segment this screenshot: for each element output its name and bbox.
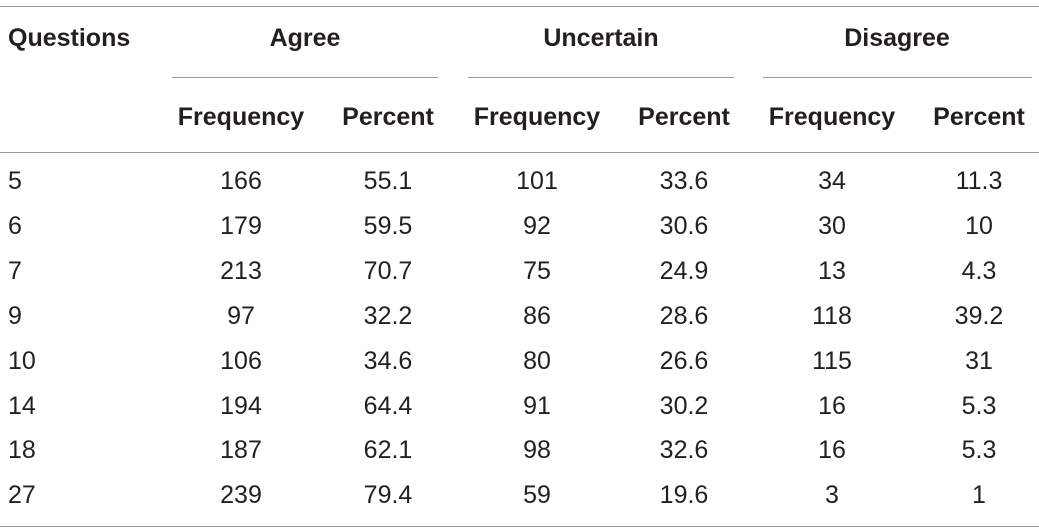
- table-cell: 92: [523, 212, 551, 240]
- question-number: 14: [8, 392, 36, 420]
- group-header-disagree: Disagree: [844, 24, 950, 52]
- subheader-agree-frequency: Frequency: [177, 103, 305, 131]
- question-number: 27: [8, 481, 36, 509]
- table-cell: 26.6: [659, 347, 709, 375]
- table-cell: 28.6: [659, 302, 709, 330]
- table-cell: 97: [227, 302, 255, 330]
- group-rule-disagree: [763, 77, 1032, 78]
- table-cell: 64.4: [363, 392, 413, 420]
- question-number: 18: [8, 436, 36, 464]
- table-cell: 32.6: [659, 436, 709, 464]
- question-number: 6: [8, 212, 22, 240]
- subheader-uncertain-percent: Percent: [638, 103, 730, 131]
- subheader-agree-percent: Percent: [342, 103, 434, 131]
- table-cell: 4.3: [961, 257, 997, 285]
- subheader-disagree-percent: Percent: [933, 103, 1025, 131]
- table-cell: 179: [220, 212, 262, 240]
- table-cell: 59.5: [363, 212, 413, 240]
- table-cell: 39.2: [954, 302, 1004, 330]
- table-cell: 187: [220, 436, 262, 464]
- table-cell: 34.6: [363, 347, 413, 375]
- table-cell: 16: [818, 392, 846, 420]
- table-cell: 24.9: [659, 257, 709, 285]
- table-cell: 33.6: [659, 167, 709, 195]
- table-cell: 79.4: [363, 481, 413, 509]
- table-cell: 30.2: [659, 392, 709, 420]
- table-cell: 59: [523, 481, 551, 509]
- table-bottom-rule: [0, 526, 1039, 527]
- question-number: 10: [8, 347, 36, 375]
- group-rule-agree: [172, 77, 438, 78]
- table-cell: 31: [965, 347, 993, 375]
- table-cell: 86: [523, 302, 551, 330]
- table-cell: 80: [523, 347, 551, 375]
- table-cell: 30.6: [659, 212, 709, 240]
- table-cell: 75: [523, 257, 551, 285]
- table-cell: 101: [516, 167, 558, 195]
- table-cell: 106: [220, 347, 262, 375]
- table-cell: 213: [220, 257, 262, 285]
- table-cell: 5.3: [961, 436, 997, 464]
- table-cell: 98: [523, 436, 551, 464]
- table-cell: 5.3: [961, 392, 997, 420]
- table-top-rule: [0, 6, 1039, 7]
- questions-header: Questions: [8, 24, 131, 52]
- table-cell: 13: [818, 257, 846, 285]
- table-cell: 16: [818, 436, 846, 464]
- table-cell: 34: [818, 167, 846, 195]
- table-cell: 3: [825, 481, 839, 509]
- table-cell: 1: [972, 481, 986, 509]
- question-number: 7: [8, 257, 22, 285]
- subheader-uncertain-frequency: Frequency: [473, 103, 601, 131]
- table-cell: 118: [812, 302, 852, 330]
- subheader-disagree-frequency: Frequency: [768, 103, 896, 131]
- table-cell: 239: [220, 481, 262, 509]
- group-rule-uncertain: [468, 77, 734, 78]
- table-cell: 166: [220, 167, 262, 195]
- question-number: 5: [8, 167, 22, 195]
- table-cell: 30: [818, 212, 846, 240]
- table-cell: 10: [965, 212, 993, 240]
- table-cell: 91: [523, 392, 551, 420]
- table-cell: 55.1: [363, 167, 413, 195]
- table-cell: 62.1: [363, 436, 413, 464]
- table-cell: 19.6: [659, 481, 709, 509]
- table-cell: 115: [812, 347, 852, 375]
- table-cell: 194: [220, 392, 262, 420]
- table-cell: 11.3: [955, 167, 1003, 195]
- group-header-agree: Agree: [269, 24, 341, 52]
- group-header-uncertain: Uncertain: [543, 24, 659, 52]
- table-cell: 70.7: [363, 257, 413, 285]
- question-number: 9: [8, 302, 22, 330]
- header-bottom-rule: [0, 152, 1039, 153]
- table-cell: 32.2: [363, 302, 413, 330]
